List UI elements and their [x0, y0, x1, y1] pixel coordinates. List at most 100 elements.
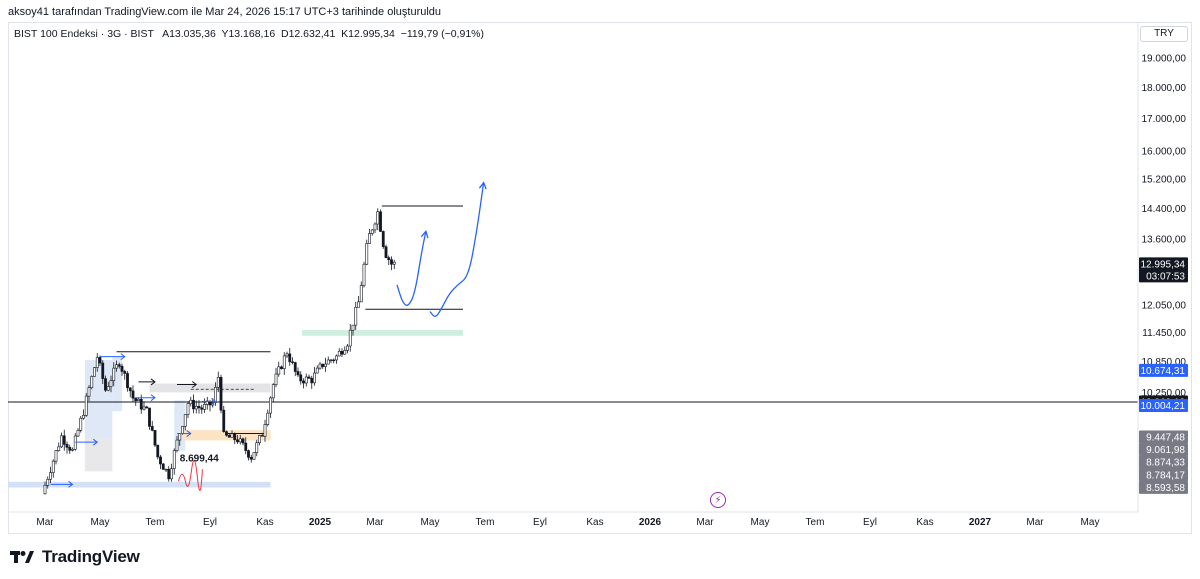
candle-body: [98, 357, 102, 364]
candle-body: [54, 450, 58, 462]
candle-body: [172, 450, 176, 469]
candle: [205, 396, 209, 410]
candle-body: [244, 442, 248, 451]
candle: [310, 375, 314, 389]
candle: [68, 444, 72, 454]
candle: [65, 441, 69, 454]
candle-body: [343, 350, 347, 355]
candle-body: [164, 468, 168, 471]
candle-body: [65, 444, 69, 448]
candle: [172, 448, 176, 475]
price-label-bg: [1139, 430, 1188, 444]
currency-selector[interactable]: TRY: [1140, 26, 1188, 42]
candle: [236, 435, 239, 444]
candle: [208, 400, 212, 412]
price-label-bg: [1139, 443, 1188, 457]
price-label-bg: [1139, 455, 1188, 469]
candle-body: [238, 438, 242, 443]
candle: [101, 360, 105, 385]
candle: [117, 362, 121, 369]
price-label: 8.874,33: [1139, 455, 1188, 469]
candle-body: [159, 456, 162, 465]
candle-body: [186, 403, 190, 415]
candle: [282, 352, 286, 375]
red-scribble: [177, 460, 203, 491]
candle: [200, 404, 204, 414]
candle: [302, 378, 305, 389]
x-tick-label: May: [751, 517, 770, 528]
candle: [225, 430, 228, 437]
candle: [266, 409, 270, 427]
candle: [145, 405, 149, 409]
x-tick-label: Mar: [1026, 517, 1044, 528]
candle: [346, 344, 349, 354]
candle: [148, 407, 151, 430]
candle-body: [307, 376, 311, 379]
candle-body: [354, 307, 358, 326]
price-label-text: 9.447,48: [1146, 433, 1185, 444]
candle-body: [181, 426, 184, 434]
candle: [348, 323, 352, 352]
candle-body: [126, 373, 129, 389]
legend-symbol[interactable]: BIST 100 Endeksi · 3G · BIST: [14, 28, 154, 40]
candle: [313, 367, 316, 386]
candle-body: [291, 361, 294, 363]
candle: [93, 367, 96, 377]
candle: [238, 434, 242, 445]
candle-body: [192, 399, 195, 410]
candle-body: [337, 351, 341, 357]
candle-body: [266, 412, 270, 425]
candle-body: [216, 377, 220, 388]
candle-body: [225, 431, 228, 436]
candle-body: [384, 246, 388, 258]
candle: [95, 353, 99, 372]
candle-body: [318, 363, 322, 369]
candle: [365, 239, 369, 266]
candle-body: [381, 231, 385, 248]
candle-body: [150, 426, 154, 431]
candle-body: [271, 384, 275, 399]
candle: [315, 365, 319, 374]
candle: [318, 361, 322, 370]
y-tick-label: 10.250,00: [1142, 388, 1187, 399]
candle: [354, 301, 358, 331]
candle: [51, 459, 55, 478]
candle-body: [104, 378, 107, 391]
candle: [274, 367, 278, 388]
candle-body: [112, 367, 116, 381]
x-tick-label: May: [421, 517, 440, 528]
flash-icon[interactable]: ⚡: [710, 492, 726, 508]
y-tick-label: 14.400,00: [1142, 204, 1187, 215]
candle: [87, 385, 91, 402]
candle-body: [200, 407, 204, 410]
x-tick-label: Kas: [256, 517, 273, 528]
candle: [332, 358, 336, 364]
candle: [258, 434, 261, 446]
candle-body: [340, 351, 344, 355]
candle-body: [329, 359, 333, 362]
candle-body: [368, 233, 371, 244]
candle-body: [183, 414, 187, 427]
candle: [252, 452, 256, 460]
candle-body: [194, 406, 198, 410]
candle: [337, 348, 341, 357]
candle-body: [148, 407, 151, 427]
y-tick-label: 12.050,00: [1142, 300, 1187, 311]
price-label-text: 9.061,98: [1146, 445, 1185, 456]
arrow-head: [186, 430, 192, 437]
candle: [84, 393, 88, 417]
candle: [46, 476, 50, 489]
legend-open: A13.035,36: [162, 28, 216, 40]
candle: [82, 409, 85, 420]
candle: [115, 360, 118, 372]
tradingview-brand[interactable]: TradingView: [10, 547, 140, 567]
candle: [106, 381, 110, 392]
candle: [376, 208, 380, 231]
legend-change: −119,79 (−0,91%): [400, 28, 484, 40]
candle-body: [296, 371, 300, 376]
candle: [186, 401, 190, 419]
x-tick-label: Eyl: [203, 517, 217, 528]
candle: [288, 347, 292, 366]
x-tick-label: 2026: [639, 517, 662, 528]
